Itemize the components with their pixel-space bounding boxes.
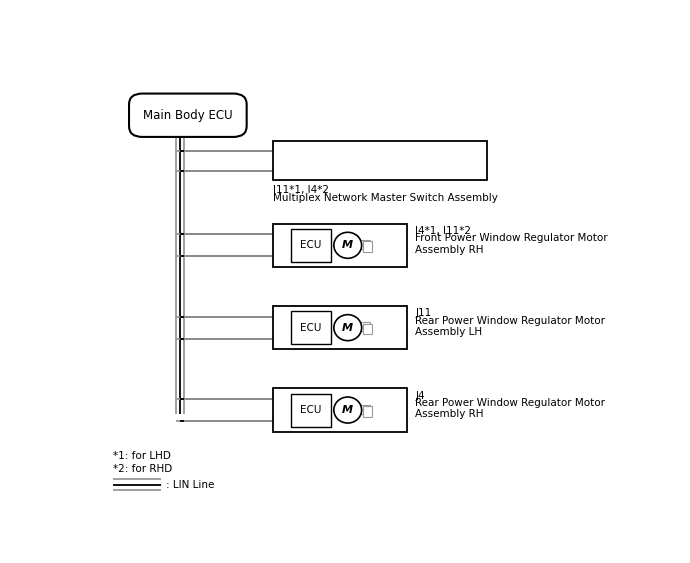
Bar [290, 229, 331, 262]
Ellipse shape [334, 315, 362, 341]
Text: Rear Power Window Regulator Motor
Assembly RH: Rear Power Window Regulator Motor Assemb… [415, 398, 605, 419]
Bar [273, 306, 407, 349]
Text: Main Body ECU: Main Body ECU [143, 109, 233, 122]
Text: M: M [342, 240, 353, 251]
Text: Front Power Window Regulator Motor
Assembly RH: Front Power Window Regulator Motor Assem… [415, 233, 608, 255]
Bar [360, 323, 370, 331]
Bar [360, 240, 370, 249]
Ellipse shape [334, 397, 362, 423]
Text: *2: for RHD: *2: for RHD [113, 463, 172, 473]
Bar [273, 388, 407, 432]
Text: J11: J11 [415, 308, 431, 318]
Text: Multiplex Network Master Switch Assembly: Multiplex Network Master Switch Assembly [273, 193, 498, 203]
Bar [363, 406, 373, 417]
Bar [273, 224, 407, 267]
Text: M: M [342, 405, 353, 415]
Text: ECU: ECU [300, 240, 322, 251]
Text: *1: for LHD: *1: for LHD [113, 450, 171, 461]
Text: J4: J4 [415, 391, 425, 400]
Bar [363, 324, 373, 334]
Text: ECU: ECU [300, 323, 322, 333]
Text: I11*1, I4*2: I11*1, I4*2 [273, 185, 329, 195]
Bar [273, 141, 487, 180]
Bar [290, 311, 331, 344]
Text: : LIN Line: : LIN Line [166, 480, 215, 490]
Text: M: M [342, 323, 353, 333]
Bar [290, 394, 331, 427]
Text: I4*1, I11*2: I4*1, I11*2 [415, 226, 471, 236]
Text: Rear Power Window Regulator Motor
Assembly LH: Rear Power Window Regulator Motor Assemb… [415, 315, 605, 337]
Text: ECU: ECU [300, 405, 322, 415]
Ellipse shape [334, 233, 362, 258]
FancyBboxPatch shape [129, 93, 247, 137]
Bar [360, 405, 370, 413]
Bar [363, 242, 373, 252]
